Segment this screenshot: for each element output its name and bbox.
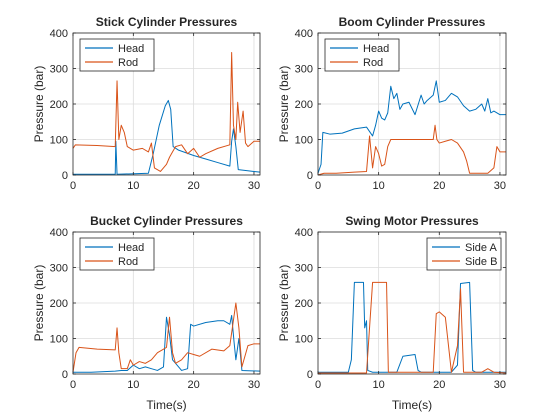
y-tick-label: 100 <box>50 334 68 346</box>
y-tick-label: 0 <box>307 369 313 381</box>
y-tick-label: 400 <box>295 227 313 239</box>
legend: Head Rod <box>324 38 400 72</box>
x-tick-label: 0 <box>70 180 76 192</box>
y-tick-label: 100 <box>295 334 313 346</box>
series-line-1 <box>317 80 506 174</box>
legend-label-1: Head <box>363 43 389 55</box>
legend: Side A Side B <box>426 237 502 271</box>
x-tick-label: 20 <box>188 180 200 192</box>
series-line-1 <box>318 281 506 373</box>
x-tick-label: 30 <box>248 379 260 391</box>
panel-boom-cylinder: Boom Cylinder Pressures Pressure (bar) 0… <box>277 15 507 192</box>
chart-title: Swing Motor Pressures <box>345 214 479 228</box>
y-tick-label: 0 <box>62 369 68 381</box>
y-tick-label: 300 <box>295 263 313 275</box>
y-tick-label: 0 <box>307 170 313 182</box>
y-tick-label: 200 <box>295 298 313 310</box>
panel-bucket-cylinder: Bucket Cylinder Pressures Pressure (bar)… <box>32 214 261 412</box>
legend-box <box>426 237 502 271</box>
y-tick-label: 200 <box>50 298 68 310</box>
x-axis-label: Time(s) <box>392 398 432 412</box>
x-tick-label: 30 <box>248 180 260 192</box>
y-tick-label: 300 <box>295 64 313 76</box>
y-axis-label: Pressure (bar) <box>277 66 291 143</box>
y-tick-label: 400 <box>50 227 68 239</box>
x-tick-label: 20 <box>188 379 200 391</box>
legend: Head Rod <box>79 38 155 72</box>
series-line-1 <box>73 99 261 175</box>
y-tick-label: 0 <box>62 170 68 182</box>
legend-label-2: Rod <box>118 256 138 268</box>
y-axis-label: Pressure (bar) <box>32 66 46 143</box>
x-tick-label: 20 <box>433 180 445 192</box>
panel-swing-motor: Swing Motor Pressures Pressure (bar) Tim… <box>277 214 507 412</box>
x-axis-label: Time(s) <box>146 398 186 412</box>
legend-label-1: Head <box>118 242 144 254</box>
x-tick-label: 10 <box>373 379 385 391</box>
chart-title: Boom Cylinder Pressures <box>339 15 486 29</box>
x-tick-label: 0 <box>315 180 321 192</box>
legend-box <box>79 237 155 271</box>
legend-box <box>324 38 400 72</box>
series-line-2 <box>318 281 507 374</box>
series-line-2 <box>72 52 260 172</box>
series-line-2 <box>72 302 260 373</box>
x-tick-label: 30 <box>494 379 506 391</box>
y-tick-label: 300 <box>50 263 68 275</box>
x-tick-label: 20 <box>433 379 445 391</box>
y-tick-label: 400 <box>50 28 68 40</box>
x-tick-label: 30 <box>494 180 506 192</box>
y-tick-label: 400 <box>295 28 313 40</box>
chart-title: Bucket Cylinder Pressures <box>90 214 243 228</box>
y-axis-label: Pressure (bar) <box>277 265 291 342</box>
panel-stick-cylinder: Stick Cylinder Pressures Pressure (bar) … <box>32 15 261 192</box>
y-axis-label: Pressure (bar) <box>32 265 46 342</box>
legend-label-2: Rod <box>363 57 383 69</box>
y-tick-label: 300 <box>50 64 68 76</box>
legend-label-2: Side B <box>465 256 497 268</box>
chart-title: Stick Cylinder Pressures <box>96 15 238 29</box>
legend-label-1: Head <box>118 43 144 55</box>
x-tick-label: 10 <box>127 379 139 391</box>
y-tick-label: 100 <box>50 135 68 147</box>
y-tick-label: 200 <box>295 99 313 111</box>
y-tick-label: 100 <box>295 135 313 147</box>
x-tick-label: 10 <box>373 180 385 192</box>
x-tick-label: 0 <box>315 379 321 391</box>
legend: Head Rod <box>79 237 155 271</box>
x-tick-label: 0 <box>70 379 76 391</box>
legend-label-1: Side A <box>465 242 497 254</box>
legend-box <box>79 38 155 72</box>
legend-label-2: Rod <box>118 57 138 69</box>
x-tick-label: 10 <box>127 180 139 192</box>
y-tick-label: 200 <box>50 99 68 111</box>
series-line-2 <box>317 124 506 176</box>
